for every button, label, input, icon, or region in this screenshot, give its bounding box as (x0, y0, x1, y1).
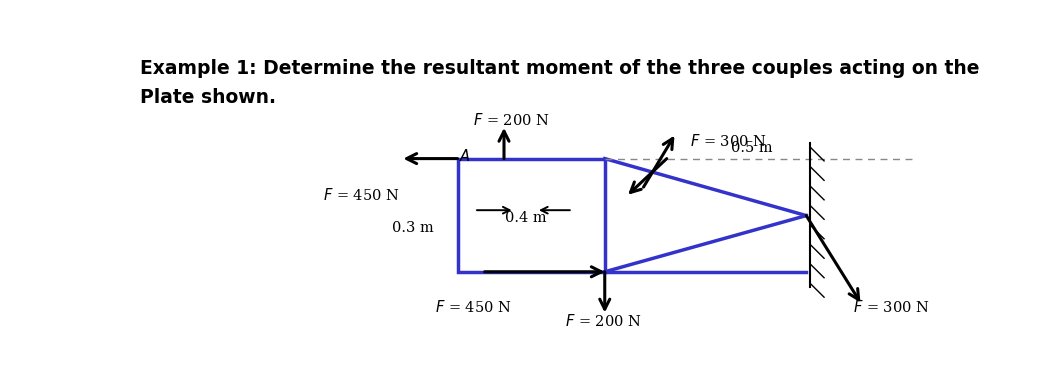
Text: 0.4 m: 0.4 m (505, 211, 547, 225)
Text: $F$ = 300 N: $F$ = 300 N (853, 299, 929, 315)
Bar (457, 158, 605, 272)
Text: $F$ = 450 N: $F$ = 450 N (435, 299, 511, 315)
Text: 0.5 m: 0.5 m (731, 141, 773, 155)
Text: $A$: $A$ (459, 148, 471, 164)
Text: $F$ = 300 N: $F$ = 300 N (690, 133, 767, 149)
Text: $F$ = 200 N: $F$ = 200 N (565, 312, 642, 328)
Text: 0.3 m: 0.3 m (393, 221, 434, 235)
Text: $F$ = 200 N: $F$ = 200 N (473, 112, 550, 128)
Text: $F$ = 450 N: $F$ = 450 N (323, 187, 399, 203)
Text: Example 1: Determine the resultant moment of the three couples acting on the: Example 1: Determine the resultant momen… (139, 58, 979, 77)
Text: Plate shown.: Plate shown. (139, 88, 276, 107)
